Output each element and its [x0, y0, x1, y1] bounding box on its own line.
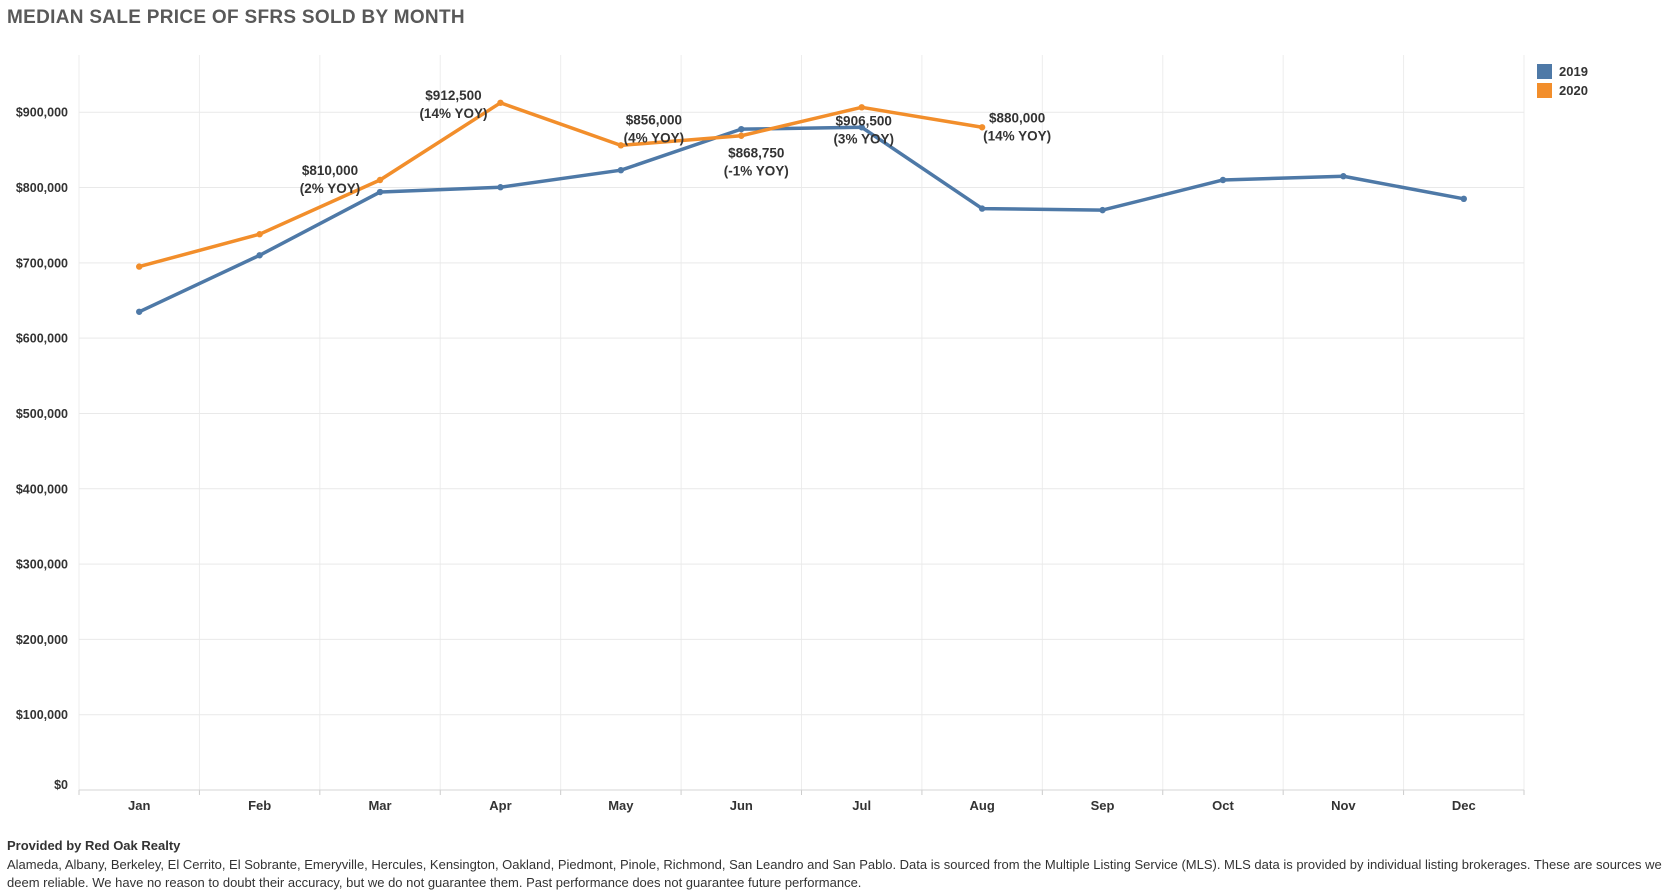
data-label-2020-jun: $868,750 (-1% YOY)	[724, 146, 789, 179]
data-point-2019-dec[interactable]	[1460, 195, 1467, 203]
y-axis-label: $0	[54, 778, 68, 792]
data-point-2019-nov[interactable]	[1340, 173, 1347, 180]
legend-swatch-2020	[1537, 83, 1552, 98]
data-point-2020-may[interactable]	[617, 142, 625, 149]
footer: Provided by Red Oak Realty Alameda, Alba…	[7, 838, 1662, 891]
y-axis-label: $200,000	[16, 633, 68, 647]
data-label-2020-mar: $810,000 (2% YOY)	[300, 163, 361, 196]
x-axis-label-apr: Apr	[489, 798, 511, 813]
data-point-2019-jul[interactable]	[858, 124, 865, 131]
y-axis-label: $800,000	[16, 181, 68, 195]
data-label-2020-apr: $912,500 (14% YOY)	[419, 88, 487, 121]
legend-item-2019[interactable]: 2019	[1537, 62, 1588, 81]
legend-label-2020: 2020	[1559, 83, 1588, 98]
legend-label-2019: 2019	[1559, 64, 1588, 79]
series-line-2020[interactable]	[137, 101, 984, 269]
data-label-2020-aug: $880,000 (14% YOY)	[983, 110, 1051, 143]
data-point-2019-may[interactable]	[617, 166, 625, 174]
y-axis-label: $900,000	[16, 106, 68, 120]
legend-item-2020[interactable]: 2020	[1537, 81, 1588, 100]
data-point-2019-feb[interactable]	[256, 252, 263, 259]
data-point-2019-mar[interactable]	[376, 188, 384, 196]
series-line-2019[interactable]	[137, 125, 1466, 314]
x-axis-label-sep: Sep	[1091, 798, 1115, 813]
chart-title: MEDIAN SALE PRICE OF SFRS SOLD BY MONTH	[7, 7, 465, 28]
x-axis-label-feb: Feb	[248, 798, 271, 813]
data-label-2020-jul: $906,500 (3% YOY)	[833, 113, 894, 146]
data-point-2020-jun[interactable]	[738, 132, 745, 139]
data-point-2019-aug[interactable]	[978, 205, 986, 212]
data-point-2020-apr[interactable]	[497, 99, 504, 106]
data-point-2019-sep[interactable]	[1099, 206, 1106, 214]
price-line-chart: $0 $100,000 $200,000 $300,000 $400,000 $500,0…	[16, 55, 1525, 813]
y-axis-label: $700,000	[16, 256, 68, 270]
x-axis-label-jan: Jan	[128, 798, 150, 813]
data-label-2020-may: $856,000 (4% YOY)	[624, 112, 685, 145]
y-axis-label: $400,000	[16, 482, 68, 496]
data-point-2019-oct[interactable]	[1219, 176, 1227, 184]
footer-provided-by: Provided by Red Oak Realty	[7, 838, 181, 853]
footer-disclaimer: Alameda, Albany, Berkeley, El Cerrito, E…	[7, 857, 1662, 890]
x-axis-label-oct: Oct	[1212, 798, 1234, 813]
data-point-2020-feb[interactable]	[256, 231, 263, 238]
data-point-2019-jan[interactable]	[136, 308, 143, 315]
x-axis-label-may: May	[608, 798, 634, 813]
x-axis-label-jun: Jun	[730, 798, 753, 813]
data-point-2020-mar[interactable]	[376, 176, 384, 184]
x-axis-label-nov: Nov	[1331, 798, 1356, 813]
data-point-2019-apr[interactable]	[497, 184, 504, 191]
data-point-2019-jun[interactable]	[738, 125, 745, 133]
x-axis-label-aug: Aug	[969, 798, 994, 813]
data-point-2020-aug[interactable]	[978, 124, 986, 131]
x-axis-label-dec: Dec	[1452, 798, 1476, 813]
y-axis-label: $500,000	[16, 407, 68, 421]
y-axis-label: $300,000	[16, 558, 68, 572]
y-axis-label: $600,000	[16, 332, 68, 346]
x-axis-label-mar: Mar	[368, 798, 391, 813]
legend: 2019 2020	[1537, 62, 1588, 100]
data-point-2020-jan[interactable]	[136, 263, 143, 270]
legend-swatch-2019	[1537, 64, 1552, 79]
y-axis-label: $100,000	[16, 708, 68, 722]
data-point-2020-jul[interactable]	[858, 104, 865, 111]
x-axis-label-jul: Jul	[852, 798, 871, 813]
